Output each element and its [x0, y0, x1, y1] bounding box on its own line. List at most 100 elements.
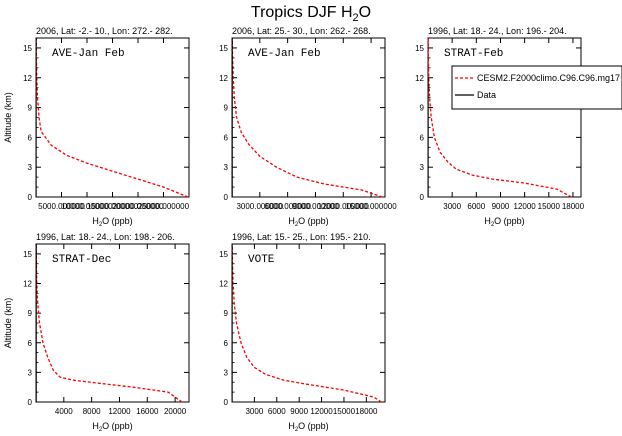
chart-panel-5: 1996, Lat: 15.- 25., Lon: 195.- 210. VOTE… — [219, 232, 386, 433]
x-tick-label: 9000 — [492, 202, 510, 211]
x-tick-label: 9000 — [290, 407, 308, 416]
figure-title-main: Tropics DJF H — [251, 4, 353, 21]
x-axis-label-sub: 2 — [295, 222, 299, 228]
chart-panel-3: 1996, Lat: 18.- 24., Lon: 196.- 204. STRA… — [415, 26, 585, 228]
x-tick-label: 3000 — [245, 407, 263, 416]
y-tick-label: 6 — [420, 133, 425, 142]
y-tick-label: 9 — [420, 104, 425, 113]
x-axis-label-main: H — [92, 216, 99, 226]
legend-box — [451, 65, 622, 110]
y-tick-label: 6 — [224, 133, 229, 142]
x-tick-label: 6000.000000 — [264, 202, 311, 211]
campaign-label: AVE-Jan Feb — [52, 48, 125, 60]
y-tick-label: 15 — [23, 44, 32, 53]
panel-header: 2006, Lat: 25.- 30., Lon: 262.- 268. — [232, 26, 371, 36]
x-axis-label-main: H — [484, 216, 491, 226]
y-tick-label: 12 — [23, 280, 32, 289]
x-tick-label: 15000.000000 — [87, 202, 139, 211]
model-series-line — [231, 37, 383, 198]
y-tick-label: 12 — [23, 74, 32, 83]
x-tick-label: 25000.000000 — [138, 202, 190, 211]
x-tick-label: 18000 — [355, 407, 378, 416]
y-tick-label: 3 — [28, 163, 33, 172]
x-axis-label-tail: O (ppb) — [494, 216, 525, 226]
y-tick-label: 6 — [28, 133, 33, 142]
plot-frame — [231, 37, 386, 198]
x-tick-label: 18000 — [562, 202, 585, 211]
figure-title: Tropics DJF H2O — [251, 4, 371, 24]
campaign-label: STRAT-Feb — [444, 48, 503, 60]
campaign-label: AVE-Jan Feb — [248, 48, 321, 60]
legend-model-label: CESM2.F2000climo.C96.C96.mg17 — [477, 73, 620, 83]
y-tick-label: 0 — [28, 193, 33, 202]
y-tick-label: 9 — [28, 104, 33, 113]
x-axis-label-main: H — [288, 421, 295, 431]
x-tick-label: 5000.000000 — [38, 202, 85, 211]
y-axis-label: Altitude (km) — [3, 92, 13, 143]
x-axis-label-tail: O (ppb) — [298, 216, 329, 226]
x-tick-label: 20000.000000 — [112, 202, 164, 211]
x-axis-label: H2O (ppb) — [484, 216, 524, 228]
plot-frame — [427, 37, 582, 198]
y-tick-label: 0 — [420, 193, 425, 202]
x-axis-label-sub: 2 — [99, 222, 103, 228]
model-series-line — [35, 243, 183, 403]
x-axis-label-tail: O (ppb) — [298, 421, 329, 431]
x-tick-label: 10000.000000 — [61, 202, 113, 211]
y-tick-label: 15 — [219, 44, 228, 53]
x-tick-label: 9000.000000 — [292, 202, 339, 211]
y-tick-label: 9 — [28, 309, 33, 318]
x-tick-label: 12000 — [310, 407, 333, 416]
x-axis-label-tail: O (ppb) — [102, 421, 133, 431]
panel-header: 1996, Lat: 15.- 25., Lon: 195.- 210. — [232, 232, 371, 242]
y-tick-label: 0 — [28, 398, 33, 407]
chart-panel-1: 2006, Lat: -2.- 10., Lon: 272.- 282. AVE-… — [3, 26, 190, 228]
y-tick-label: 9 — [224, 104, 229, 113]
plot-frame — [231, 243, 386, 403]
y-tick-label: 9 — [224, 309, 229, 318]
y-tick-label: 15 — [219, 250, 228, 259]
panel-header: 1996, Lat: 18.- 24., Lon: 198.- 206. — [36, 232, 175, 242]
x-axis-label: H2O (ppb) — [288, 216, 328, 228]
y-tick-label: 3 — [420, 163, 425, 172]
x-axis-label: H2O (ppb) — [92, 216, 132, 228]
x-tick-label: 12000 — [514, 202, 537, 211]
x-axis-label: H2O (ppb) — [92, 421, 132, 433]
y-tick-label: 3 — [28, 368, 33, 377]
chart-panel-2: 2006, Lat: 25.- 30., Lon: 262.- 268. AVE-… — [219, 26, 397, 228]
panel-header: 2006, Lat: -2.- 10., Lon: 272.- 282. — [36, 26, 173, 36]
plot-frame — [35, 37, 190, 198]
y-tick-label: 6 — [28, 339, 33, 348]
y-tick-label: 12 — [219, 74, 228, 83]
figure-title-tail: O — [359, 4, 371, 21]
x-axis-label-sub: 2 — [295, 427, 299, 433]
y-tick-label: 6 — [224, 339, 229, 348]
y-tick-label: 0 — [224, 193, 229, 202]
x-tick-label: 12000.000000 — [318, 202, 370, 211]
x-tick-label: 6000 — [467, 202, 485, 211]
x-tick-label: 6000 — [268, 407, 286, 416]
y-tick-label: 3 — [224, 368, 229, 377]
campaign-label: VOTE — [248, 254, 275, 266]
x-axis-label-sub: 2 — [491, 222, 495, 228]
x-tick-label: 15000.000000 — [346, 202, 398, 211]
x-axis-label-main: H — [288, 216, 295, 226]
legend-data-label: Data — [477, 90, 496, 100]
x-tick-label: 3000 — [443, 202, 461, 211]
x-tick-label: 15000 — [333, 407, 356, 416]
x-tick-label: 12000 — [108, 407, 131, 416]
y-tick-label: 15 — [415, 44, 424, 53]
y-tick-label: 12 — [415, 74, 424, 83]
y-axis-label: Altitude (km) — [3, 298, 13, 349]
x-tick-label: 16000 — [136, 407, 159, 416]
x-tick-label: 15000 — [538, 202, 561, 211]
x-tick-label: 3000.000000 — [236, 202, 283, 211]
y-tick-label: 0 — [224, 398, 229, 407]
x-tick-label: 20000 — [164, 407, 187, 416]
x-axis-label-sub: 2 — [99, 427, 103, 433]
figure-title-sub: 2 — [353, 12, 359, 24]
x-axis-label-tail: O (ppb) — [102, 216, 133, 226]
plot-frame — [35, 243, 190, 403]
x-axis-label: H2O (ppb) — [288, 421, 328, 433]
